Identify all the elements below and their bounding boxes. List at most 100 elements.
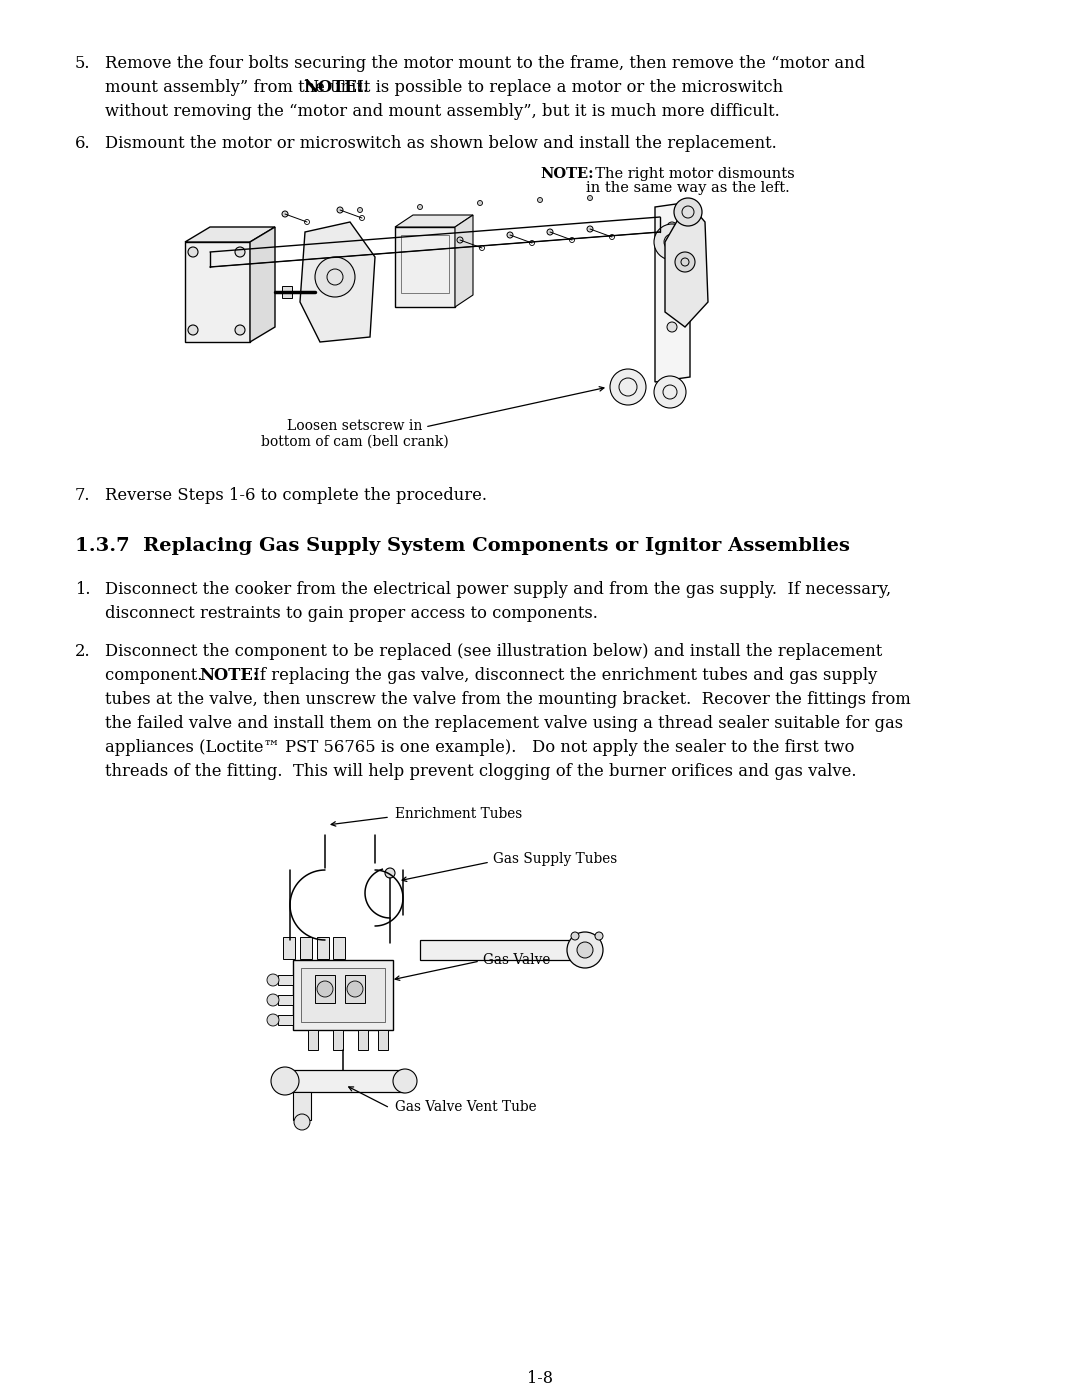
Text: 5.: 5. [75, 54, 91, 73]
Polygon shape [665, 203, 708, 327]
Bar [318, 937, 329, 958]
Text: disconnect restraints to gain proper access to components.: disconnect restraints to gain proper acc… [105, 605, 598, 622]
Circle shape [267, 995, 279, 1006]
Circle shape [667, 321, 677, 332]
Text: Remove the four bolts securing the motor mount to the frame, then remove the “mo: Remove the four bolts securing the motor… [105, 54, 865, 73]
Text: Dismount the motor or microswitch as shown below and install the replacement.: Dismount the motor or microswitch as sho… [105, 136, 777, 152]
Circle shape [188, 326, 198, 335]
Circle shape [457, 237, 463, 243]
Circle shape [610, 369, 646, 405]
Circle shape [674, 198, 702, 226]
Circle shape [311, 288, 319, 296]
Circle shape [315, 257, 355, 298]
Text: appliances (Loctite™ PST 56765 is one example).   Do not apply the sealer to the: appliances (Loctite™ PST 56765 is one ex… [105, 739, 854, 756]
Text: 6.: 6. [75, 136, 91, 152]
Circle shape [667, 222, 677, 232]
Text: the failed valve and install them on the replacement valve using a thread sealer: the failed valve and install them on the… [105, 715, 903, 732]
Bar [278, 975, 293, 985]
Circle shape [337, 207, 343, 212]
Circle shape [235, 247, 245, 257]
Circle shape [507, 232, 513, 237]
Text: Disconnect the component to be replaced (see illustration below) and install the: Disconnect the component to be replaced … [105, 643, 882, 659]
Circle shape [567, 932, 603, 968]
Circle shape [271, 1067, 299, 1095]
Bar [333, 937, 345, 958]
Bar [345, 975, 365, 1003]
Text: Reverse Steps 1-6 to complete the procedure.: Reverse Steps 1-6 to complete the proced… [105, 488, 487, 504]
Circle shape [538, 197, 542, 203]
Bar [308, 1030, 318, 1051]
Circle shape [188, 247, 198, 257]
Circle shape [393, 1069, 417, 1092]
Circle shape [477, 201, 483, 205]
Bar [301, 968, 384, 1023]
Text: Gas Valve: Gas Valve [483, 953, 551, 967]
Circle shape [654, 376, 686, 408]
Circle shape [595, 932, 603, 940]
Bar [278, 1016, 293, 1025]
Circle shape [588, 226, 593, 232]
Circle shape [418, 204, 422, 210]
Circle shape [294, 1113, 310, 1130]
Text: Disconnect the cooker from the electrical power supply and from the gas supply. : Disconnect the cooker from the electrica… [105, 581, 891, 598]
Bar [278, 995, 293, 1004]
Text: Gas Valve Vent Tube: Gas Valve Vent Tube [395, 1099, 537, 1113]
Bar [293, 960, 393, 1030]
Text: tubes at the valve, then unscrew the valve from the mounting bracket.  Recover t: tubes at the valve, then unscrew the val… [105, 692, 910, 708]
Text: Enrichment Tubes: Enrichment Tubes [395, 807, 523, 821]
Text: without removing the “motor and mount assembly”, but it is much more difficult.: without removing the “motor and mount as… [105, 103, 780, 120]
Polygon shape [185, 242, 249, 342]
Circle shape [546, 229, 553, 235]
Polygon shape [395, 215, 473, 226]
Bar [283, 937, 295, 958]
Circle shape [588, 196, 593, 201]
Text: The right motor dismounts: The right motor dismounts [586, 168, 795, 182]
Text: threads of the fitting.  This will help prevent clogging of the burner orifices : threads of the fitting. This will help p… [105, 763, 856, 780]
Circle shape [384, 868, 395, 877]
Text: NOTE:: NOTE: [303, 80, 363, 96]
Bar [378, 1030, 388, 1051]
Text: Loosen setscrew in: Loosen setscrew in [287, 419, 422, 433]
Polygon shape [455, 215, 473, 307]
Text: bottom of cam (bell crank): bottom of cam (bell crank) [261, 434, 449, 448]
Text: mount assembly” from the unit.: mount assembly” from the unit. [105, 80, 378, 96]
Polygon shape [249, 226, 275, 342]
Bar [401, 235, 449, 293]
Text: in the same way as the left.: in the same way as the left. [586, 182, 789, 196]
Text: It is possible to replace a motor or the microswitch: It is possible to replace a motor or the… [347, 80, 783, 96]
Text: 2.: 2. [75, 643, 91, 659]
Circle shape [318, 981, 333, 997]
Text: Gas Supply Tubes: Gas Supply Tubes [492, 852, 618, 866]
Polygon shape [300, 222, 375, 342]
Bar [282, 286, 292, 298]
Circle shape [267, 974, 279, 986]
Circle shape [577, 942, 593, 958]
Text: component.: component. [105, 666, 213, 685]
Text: 1.3.7  Replacing Gas Supply System Components or Ignitor Assemblies: 1.3.7 Replacing Gas Supply System Compon… [75, 536, 850, 555]
Circle shape [667, 272, 677, 282]
Text: 1.: 1. [75, 581, 91, 598]
Polygon shape [395, 226, 455, 307]
Polygon shape [654, 203, 690, 381]
Circle shape [235, 326, 245, 335]
Circle shape [347, 981, 363, 997]
Bar [315, 975, 335, 1003]
Bar [357, 1030, 368, 1051]
Text: 7.: 7. [75, 488, 91, 504]
Bar [420, 940, 585, 960]
Polygon shape [185, 226, 275, 242]
Circle shape [357, 208, 363, 212]
Text: If replacing the gas valve, disconnect the enrichment tubes and gas supply: If replacing the gas valve, disconnect t… [243, 666, 877, 685]
Bar [333, 1030, 343, 1051]
Circle shape [267, 1014, 279, 1025]
Text: NOTE:: NOTE: [540, 168, 594, 182]
Circle shape [675, 251, 696, 272]
Bar [285, 1070, 405, 1092]
Text: NOTE:: NOTE: [199, 666, 259, 685]
Circle shape [654, 224, 690, 260]
Circle shape [571, 932, 579, 940]
Bar [293, 1092, 311, 1120]
Circle shape [305, 282, 325, 302]
Text: 1-8: 1-8 [527, 1370, 553, 1387]
Circle shape [664, 235, 680, 250]
